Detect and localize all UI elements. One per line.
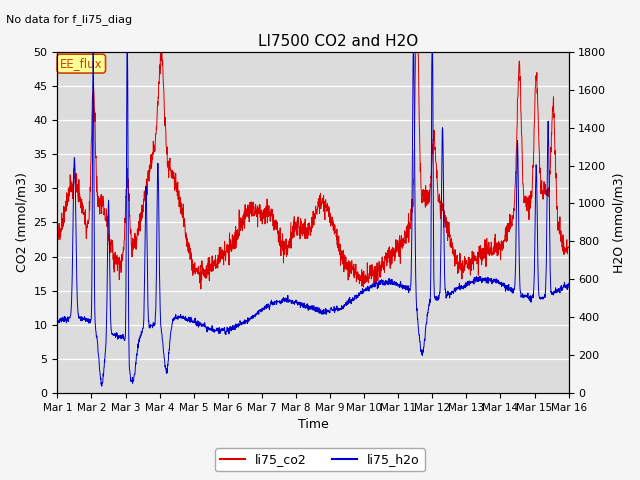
Y-axis label: H2O (mmol/m3): H2O (mmol/m3) bbox=[612, 172, 625, 273]
Text: No data for f_li75_diag: No data for f_li75_diag bbox=[6, 14, 132, 25]
Legend: li75_co2, li75_h2o: li75_co2, li75_h2o bbox=[215, 448, 425, 471]
Y-axis label: CO2 (mmol/m3): CO2 (mmol/m3) bbox=[15, 172, 28, 272]
Text: EE_flux: EE_flux bbox=[60, 57, 102, 70]
Title: LI7500 CO2 and H2O: LI7500 CO2 and H2O bbox=[259, 34, 419, 49]
X-axis label: Time: Time bbox=[298, 419, 328, 432]
